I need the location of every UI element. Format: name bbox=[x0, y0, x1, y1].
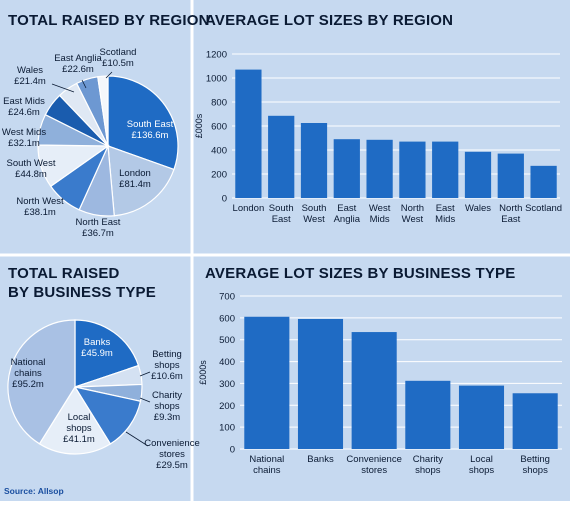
pie-slice-local-shops bbox=[38, 385, 112, 455]
pie-slice-london bbox=[107, 145, 175, 217]
business-pie-title-line1: TOTAL RAISED bbox=[8, 265, 120, 282]
pie-label-east-anglia: East Anglia £22.6m bbox=[54, 53, 102, 75]
pie-slice-south-east bbox=[107, 75, 179, 171]
x-tick-label-convenience-stores: Convenience stores bbox=[346, 454, 401, 476]
bar-wales bbox=[464, 151, 492, 198]
bar-north-east bbox=[497, 153, 524, 198]
x-tick-label-local-shops: Local shops bbox=[469, 454, 495, 476]
pie-leader-betting-shops bbox=[139, 371, 151, 377]
business-bar-chart: 0 100 200 300 400 500 600 700 £000s National chain… bbox=[198, 292, 562, 476]
bar-south-east bbox=[268, 115, 295, 198]
pie-label-north-east: North East £36.7m bbox=[76, 217, 121, 239]
bar-banks bbox=[297, 318, 344, 449]
y-tick-label: 100 bbox=[219, 423, 235, 434]
y-tick-label: 600 bbox=[219, 313, 235, 324]
pie-label-national-chains: National chains £95.2m bbox=[11, 357, 46, 390]
y-tick-label: 300 bbox=[219, 379, 235, 390]
x-tick-label-north-west: North West bbox=[401, 203, 424, 225]
bar-local-shops bbox=[458, 385, 505, 449]
y-axis-label: £000s bbox=[198, 360, 208, 385]
bar-convenience-stores bbox=[351, 332, 397, 449]
y-tick-label: 1000 bbox=[206, 74, 227, 85]
pie-label-east-mids: East Mids £24.6m bbox=[3, 96, 45, 118]
x-tick-label-charity-shops: Charity shops bbox=[413, 454, 443, 476]
pie-label-local-shops: Local shops £41.1m bbox=[63, 412, 95, 445]
x-tick-label-south-west: South West bbox=[302, 203, 327, 225]
pie-label-scotland: Scotland £10.5m bbox=[100, 47, 137, 69]
pie-leader-wales bbox=[51, 83, 75, 93]
business-bar-title: AVERAGE LOT SIZES BY BUSINESS TYPE bbox=[205, 265, 515, 282]
pie-leader-charity-shops bbox=[139, 397, 151, 403]
y-tick-label: 200 bbox=[219, 401, 235, 412]
y-tick-label: 600 bbox=[211, 122, 227, 133]
region-bar-chart: 0 200 400 600 800 1000 1200 £000s London South Eas… bbox=[194, 50, 562, 226]
pie-slice-national-chains bbox=[7, 319, 76, 445]
pie-label-london: London £81.4m bbox=[119, 168, 151, 190]
pie-leader-east-anglia bbox=[81, 79, 87, 89]
bar-north-west bbox=[399, 141, 426, 198]
bar-national-chains bbox=[244, 316, 290, 449]
x-tick-label-london: London bbox=[233, 203, 265, 214]
x-tick-label-wales: Wales bbox=[465, 203, 491, 214]
pie-label-charity-shops: Charity shops £9.3m bbox=[152, 390, 182, 423]
y-tick-label: 400 bbox=[219, 357, 235, 368]
y-tick-label: 400 bbox=[211, 146, 227, 157]
business-pie-title-line2: BY BUSINESS TYPE bbox=[8, 284, 156, 301]
bar-scotland bbox=[530, 165, 557, 198]
pie-label-convenience-stores: Convenience stores £29.5m bbox=[144, 438, 199, 471]
region-bar-title: AVERAGE LOT SIZES BY REGION bbox=[205, 12, 453, 29]
pie-label-wales: Wales £21.4m bbox=[14, 65, 46, 87]
y-tick-label: 700 bbox=[219, 292, 235, 303]
bar-charity-shops bbox=[405, 380, 451, 449]
y-tick-label: 500 bbox=[219, 335, 235, 346]
x-tick-label-east-mids: East Mids bbox=[435, 203, 455, 225]
x-tick-label-north-east: North East bbox=[499, 203, 522, 225]
bar-betting-shops bbox=[512, 393, 558, 449]
business-pie-chart: Banks £45.9m Betting shops £10.6m Charity shop… bbox=[7, 319, 200, 471]
pie-leader-scotland bbox=[105, 71, 113, 79]
region-pie-title: TOTAL RAISED BY REGION bbox=[8, 12, 210, 29]
pie-label-banks: Banks £45.9m bbox=[81, 337, 113, 359]
pie-label-north-west: North West £38.1m bbox=[16, 196, 64, 218]
bar-east-anglia bbox=[333, 139, 360, 198]
x-tick-label-west-mids: West Mids bbox=[369, 203, 391, 225]
y-tick-label: 0 bbox=[230, 445, 235, 456]
region-pie-chart: South East £136.6m London £81.4m North East £… bbox=[2, 47, 179, 239]
y-tick-label: 0 bbox=[222, 194, 227, 205]
x-tick-label-betting-shops: Betting shops bbox=[520, 454, 550, 476]
x-tick-label-south-east: South East bbox=[269, 203, 294, 225]
pie-label-south-west: South West £44.8m bbox=[7, 158, 56, 180]
x-tick-label-scotland: Scotland bbox=[525, 203, 562, 214]
pie-slice-banks bbox=[74, 319, 140, 388]
y-axis-label: £000s bbox=[194, 113, 204, 138]
x-tick-label-east-anglia: East Anglia bbox=[334, 203, 361, 225]
bar-west-mids bbox=[366, 139, 393, 198]
source-note: Source: Allsop bbox=[4, 486, 64, 496]
pie-label-betting-shops: Betting shops £10.6m bbox=[151, 349, 183, 382]
y-tick-label: 800 bbox=[211, 98, 227, 109]
bar-london bbox=[235, 69, 262, 198]
bar-south-west bbox=[300, 123, 328, 198]
y-tick-label: 200 bbox=[211, 170, 227, 181]
pie-leader-convenience-stores bbox=[125, 431, 149, 447]
pie-label-west-mids: West Mids £32.1m bbox=[2, 127, 46, 149]
y-tick-label: 1200 bbox=[206, 50, 227, 61]
x-tick-label-national-chains: National chains bbox=[249, 454, 284, 476]
pie-label-south-east: South East £136.6m bbox=[127, 119, 174, 141]
bar-east-mids bbox=[432, 141, 459, 198]
x-tick-label-banks: Banks bbox=[307, 454, 334, 465]
